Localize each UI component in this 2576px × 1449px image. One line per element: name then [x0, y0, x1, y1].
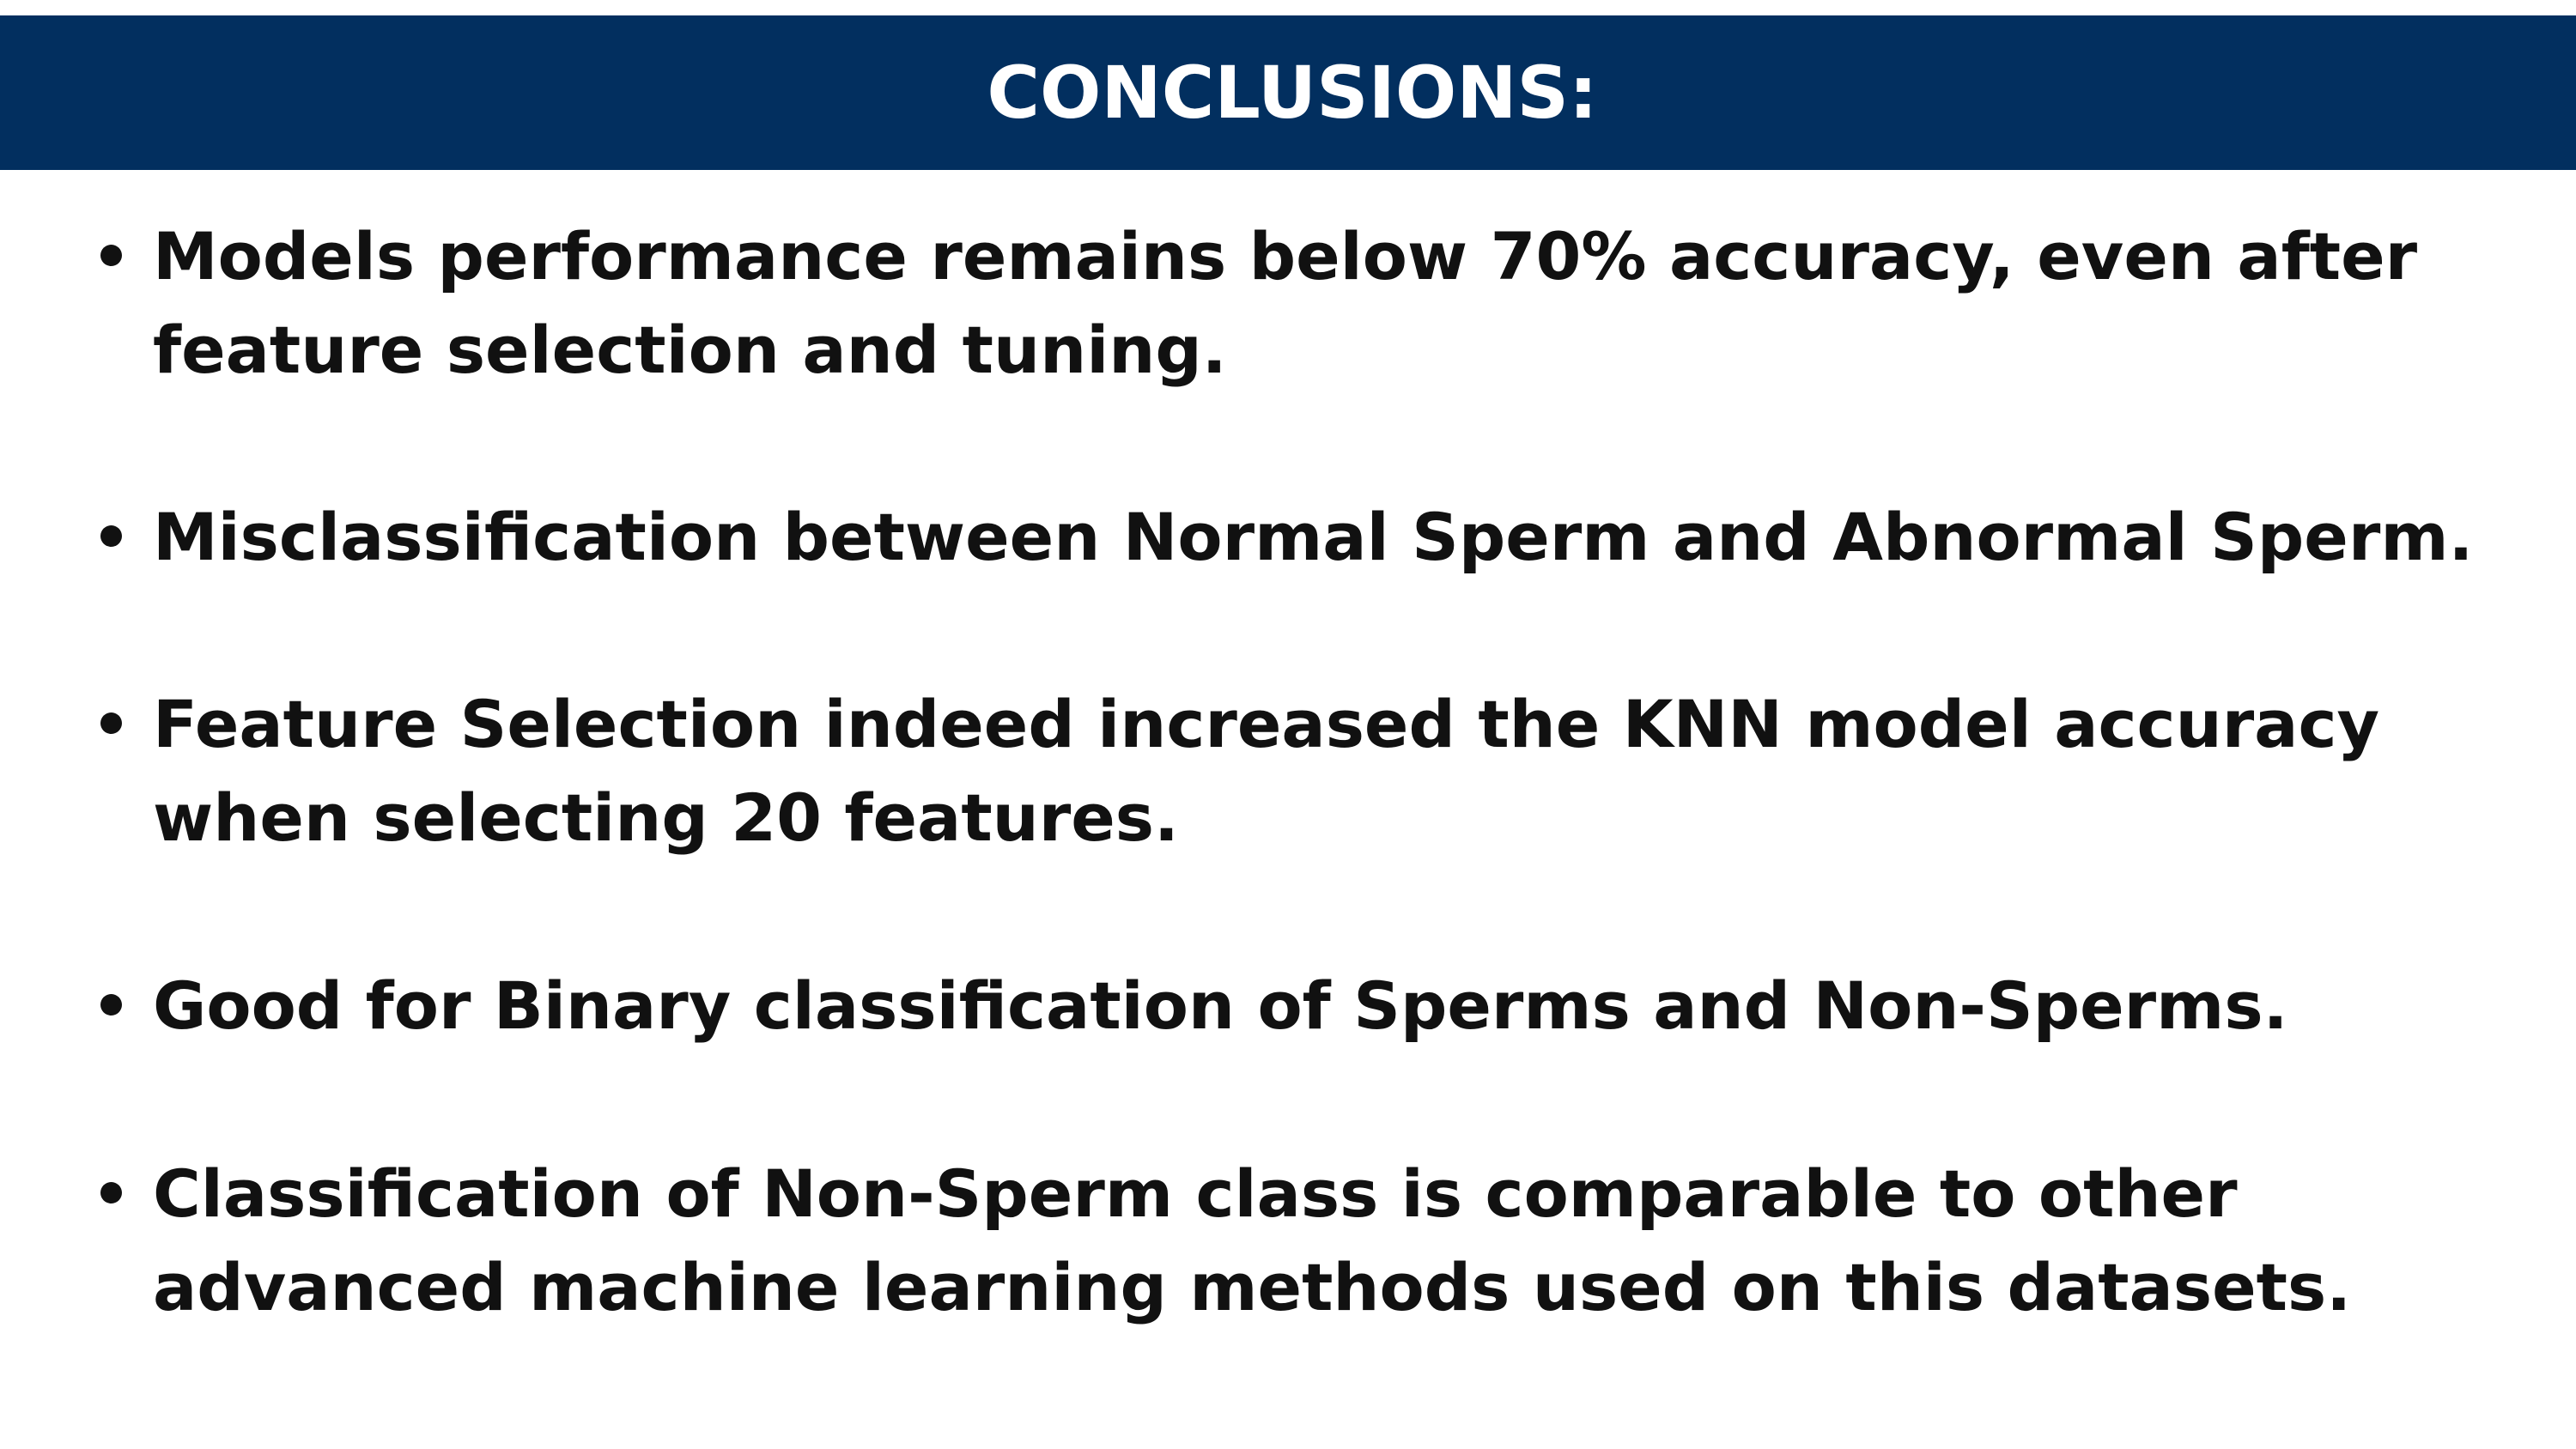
bullet-text: Misclassification between Normal Sperm a…	[153, 499, 2474, 575]
bullet-icon	[100, 712, 122, 734]
bullet-icon	[100, 245, 122, 266]
bullet-icon	[100, 994, 122, 1016]
list-item: Feature Selection indeed increased the K…	[100, 677, 2540, 864]
header-bar: CONCLUSIONS:	[0, 15, 2576, 170]
list-item: Classification of Non-Sperm class is com…	[100, 1147, 2540, 1334]
bullet-text: Models performance remains below 70% acc…	[153, 218, 2418, 388]
list-item: Good for Binary classification of Sperms…	[100, 959, 2540, 1052]
bullet-icon	[100, 525, 122, 547]
list-item: Misclassification between Normal Sperm a…	[100, 490, 2540, 584]
list-item: Models performance remains below 70% acc…	[100, 209, 2540, 397]
bullet-text: Classification of Non-Sperm class is com…	[153, 1155, 2352, 1325]
bullet-icon	[100, 1182, 122, 1203]
bullet-text: Good for Binary classification of Sperms…	[153, 967, 2288, 1044]
page-title: CONCLUSIONS:	[987, 51, 1598, 135]
bullet-text: Feature Selection indeed increased the K…	[153, 686, 2380, 856]
